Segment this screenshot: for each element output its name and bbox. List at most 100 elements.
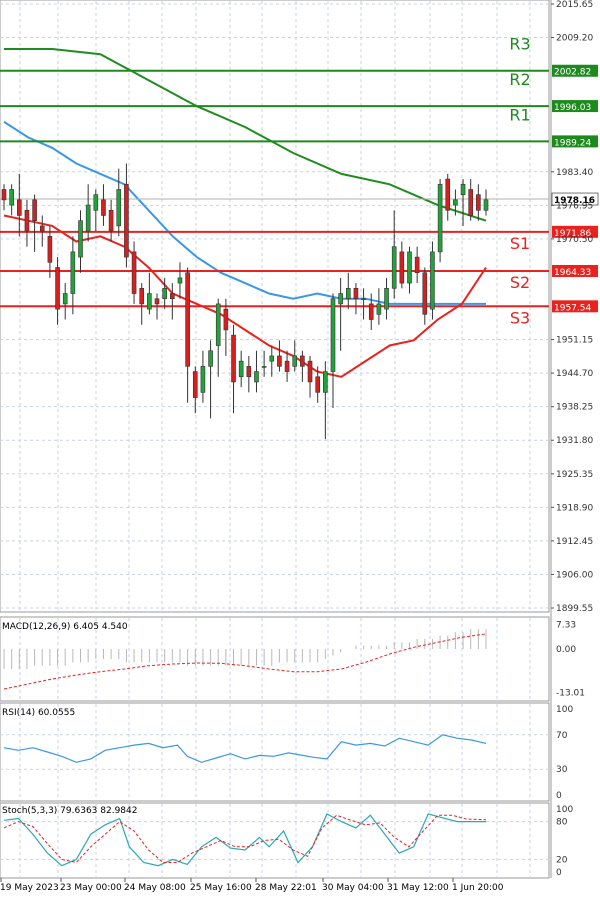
candle-body	[368, 303, 374, 320]
stoch-d-line	[3, 814, 487, 864]
level-label-r2: R2	[509, 70, 530, 89]
candle-body	[9, 189, 14, 206]
current-price-badge	[551, 192, 599, 206]
candle-body	[85, 204, 91, 232]
level-label-s3: S3	[510, 308, 530, 327]
ma-green-line	[4, 48, 487, 222]
price-tick: 2002.82	[554, 68, 591, 78]
price-tick: 1970.50	[556, 235, 593, 245]
rsi-tick: 30	[556, 765, 568, 775]
rsi-label: RSI(14) 60.0555	[2, 708, 75, 718]
price-tick: 1931.80	[556, 436, 593, 446]
candle-body	[269, 355, 275, 362]
candle-body	[414, 256, 420, 274]
candle-body	[131, 251, 137, 294]
candle-body	[139, 288, 145, 305]
price-badge	[552, 264, 598, 277]
price-tick: 1925.35	[556, 470, 593, 480]
price-tick: 1971.86	[554, 229, 591, 239]
candle-body	[47, 235, 53, 263]
candle-body	[483, 199, 489, 211]
candle-body	[277, 355, 282, 367]
time-tick: 25 May 16:00	[190, 883, 252, 893]
candle-body	[108, 209, 114, 232]
rsi-frame	[0, 702, 550, 802]
candle-body	[238, 360, 244, 378]
rsi-line	[3, 734, 487, 763]
stoch-panel: Stoch(5,3,3) 79.6363 82.9842	[0, 806, 549, 867]
price-badge	[552, 300, 598, 313]
candle-body	[32, 199, 37, 221]
macd-signal-line	[3, 633, 487, 690]
price-tick: 1964.33	[554, 268, 591, 278]
candle-body	[468, 189, 473, 216]
candle-body	[162, 288, 167, 300]
candle-body	[284, 360, 290, 372]
macd-panel: MACD(12,26,9) 6.405 4.540	[2, 622, 487, 690]
time-tick: 28 May 22:01	[255, 883, 317, 893]
stoch-tick: 80	[556, 818, 568, 828]
candle-body	[223, 308, 229, 331]
rsi-tick: 0	[556, 791, 562, 801]
candle-body	[55, 267, 60, 310]
candle-body	[353, 288, 359, 300]
candle-body	[300, 355, 305, 367]
price-tick: 1899.55	[556, 604, 593, 614]
candle-body	[384, 288, 389, 310]
level-label-r3: R3	[509, 35, 530, 54]
candle-body	[192, 371, 198, 398]
candle-body	[154, 298, 160, 305]
time-tick: 23 May 00:00	[60, 883, 122, 893]
rsi-tick: 100	[556, 705, 573, 715]
candle-body	[116, 189, 122, 227]
candle-body	[39, 225, 45, 232]
price-badge	[552, 135, 598, 148]
time-tick: 31 May 12:00	[387, 883, 449, 893]
candle-body	[93, 194, 99, 211]
candle-body	[453, 199, 458, 206]
candle-body	[246, 366, 252, 378]
candle-body	[208, 350, 213, 367]
ma-blue-line	[3, 120, 486, 305]
candle-body	[200, 366, 206, 393]
candle-body	[231, 334, 236, 383]
time-axis: 19 May 2023 23 May 00:00 24 May 08:00 25 Ma…	[0, 878, 504, 893]
rsi-panel: RSI(14) 60.0555	[0, 708, 549, 770]
chart-grid	[0, 0, 550, 879]
price-badge	[552, 225, 598, 238]
candle-body	[460, 183, 466, 195]
price-tick: 1918.90	[556, 503, 593, 513]
stoch-label: Stoch(5,3,3) 79.6363 82.9842	[2, 806, 137, 816]
price-badge	[552, 64, 598, 77]
candle-body	[323, 371, 328, 393]
candle-body	[430, 251, 435, 310]
candle-body	[422, 272, 428, 315]
time-tick: 24 May 08:00	[124, 883, 186, 893]
price-tick: 2009.20	[556, 34, 593, 44]
candle-body	[147, 293, 152, 310]
stoch-tick: 0	[556, 868, 562, 878]
macd-label: MACD(12,26,9) 6.405 4.540	[2, 622, 128, 632]
candle-body	[24, 209, 30, 232]
candle-body	[315, 376, 320, 393]
candle-body	[70, 251, 76, 294]
macd-frame	[0, 616, 550, 702]
time-tick: 30 May 04:00	[322, 883, 384, 893]
candle-body	[177, 277, 183, 284]
macd-tick: 7.33	[556, 621, 576, 631]
level-label-r1: R1	[509, 105, 530, 124]
rsi-tick: 70	[556, 731, 568, 741]
macd-tick: -13.01	[556, 688, 585, 698]
candle-body	[338, 293, 343, 305]
candle-body	[376, 303, 382, 315]
price-tick: 1912.45	[556, 537, 593, 547]
candle-body	[17, 199, 22, 216]
candle-body	[476, 194, 481, 211]
candle-body	[170, 293, 175, 300]
candle-body	[124, 183, 129, 258]
price-tick: 1978.16	[554, 196, 595, 206]
main-price-panel: R3 R2 R1 S1 S2 S3	[0, 3, 549, 609]
candle-body	[330, 298, 336, 372]
ma-red-line	[3, 214, 487, 378]
time-tick: 19 May 2023	[0, 883, 59, 893]
